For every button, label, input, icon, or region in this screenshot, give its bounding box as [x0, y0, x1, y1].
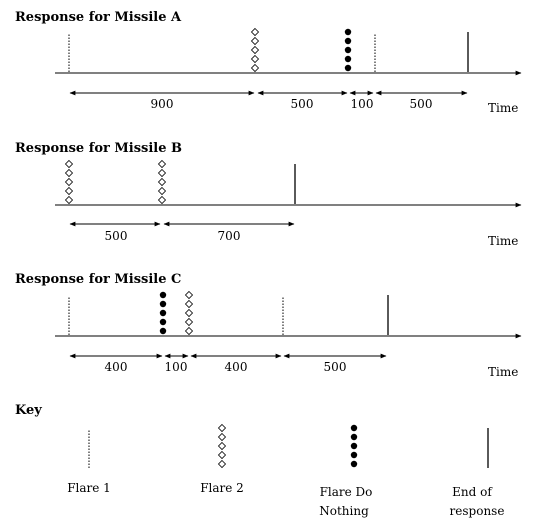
flare-do-nothing-dot — [159, 300, 167, 308]
flare-2-diamond — [157, 159, 167, 169]
flare-2-diamond — [217, 450, 227, 460]
flare-do-nothing-dot — [344, 37, 352, 45]
flare-do-nothing-dot — [350, 460, 358, 468]
flare-do-nothing-marker — [159, 291, 167, 335]
interval-label: 900 — [151, 97, 174, 111]
key-label-end-of-response-line-1: End of — [452, 485, 493, 499]
flare-do-nothing-dot — [350, 442, 358, 450]
panel-title: Response for Missile B — [15, 141, 182, 156]
interval-label: 400 — [105, 360, 128, 374]
flare-2-diamond — [184, 308, 194, 318]
panel-missile-b: Response for Missile B Time 500 700 — [15, 141, 522, 248]
flare-2-diamond — [157, 186, 167, 196]
interval-label: 700 — [218, 229, 241, 243]
flare-do-nothing-dot — [159, 318, 167, 326]
flare-2-diamond — [217, 423, 227, 433]
flare-2-diamond — [64, 177, 74, 187]
time-axis-label: Time — [488, 365, 518, 379]
flare-do-nothing-dot — [350, 451, 358, 459]
flare-2-diamond — [184, 290, 194, 300]
panel-missile-c: Response for Missile C Time 400 100 400 … — [15, 272, 522, 379]
flare-2-marker — [184, 290, 194, 336]
flare-do-nothing-dot — [344, 46, 352, 54]
flare-2-diamond — [250, 45, 260, 55]
flare-2-diamond — [64, 168, 74, 178]
panel-missile-a: Response for Missile A Time 900 500 100 … — [15, 10, 522, 115]
time-axis-label: Time — [488, 101, 518, 115]
flare-2-marker — [157, 159, 167, 205]
key-label-flare-do-nothing-line-1: Flare Do — [320, 485, 373, 499]
time-axis-label: Time — [488, 234, 518, 248]
interval-label: 500 — [291, 97, 314, 111]
flare-do-nothing-dot — [159, 327, 167, 335]
flare-2-diamond — [64, 159, 74, 169]
flare-2-marker — [64, 159, 74, 205]
key-markers — [88, 423, 489, 469]
flare-2-diamond — [157, 195, 167, 205]
flare-do-nothing-marker — [350, 424, 358, 468]
panel-title: Response for Missile C — [15, 272, 181, 287]
flare-2-diamond — [184, 317, 194, 327]
flare-2-diamond — [64, 186, 74, 196]
interval-label: 500 — [105, 229, 128, 243]
flare-2-diamond — [64, 195, 74, 205]
interval-label: 400 — [225, 360, 248, 374]
key-label-flare-do-nothing-line-2: Nothing — [319, 504, 369, 518]
key-legend: Key Flare 1 Flare 2 Flare Do Nothing End… — [15, 403, 504, 518]
flare-2-diamond — [250, 54, 260, 64]
flare-2-diamond — [184, 299, 194, 309]
flare-do-nothing-dot — [350, 424, 358, 432]
flare-2-marker — [217, 423, 227, 469]
interval-label: 500 — [324, 360, 347, 374]
flare-2-diamond — [250, 36, 260, 46]
flare-do-nothing-dot — [344, 28, 352, 36]
flare-2-diamond — [157, 177, 167, 187]
flare-do-nothing-dot — [344, 55, 352, 63]
key-label-end-of-response-line-2: response — [450, 504, 505, 518]
flare-2-diamond — [157, 168, 167, 178]
panel-title: Response for Missile A — [15, 10, 182, 25]
interval-label: 100 — [165, 360, 188, 374]
interval-label: 100 — [351, 97, 374, 111]
flare-do-nothing-dot — [350, 433, 358, 441]
flare-do-nothing-dot — [344, 64, 352, 72]
flare-2-diamond — [217, 459, 227, 469]
flare-2-diamond — [250, 63, 260, 73]
interval-label: 500 — [410, 97, 433, 111]
flare-do-nothing-marker — [344, 28, 352, 72]
flare-2-marker — [250, 27, 260, 73]
flare-2-diamond — [250, 27, 260, 37]
event-markers — [64, 159, 296, 205]
flare-2-diamond — [217, 441, 227, 451]
key-title: Key — [15, 403, 42, 418]
flare-2-diamond — [217, 432, 227, 442]
flare-2-diamond — [184, 326, 194, 336]
key-label-flare-2: Flare 2 — [200, 481, 244, 495]
key-label-flare-1: Flare 1 — [67, 481, 111, 495]
event-markers — [68, 27, 469, 73]
flare-do-nothing-dot — [159, 291, 167, 299]
flare-do-nothing-dot — [159, 309, 167, 317]
event-markers — [68, 290, 389, 336]
